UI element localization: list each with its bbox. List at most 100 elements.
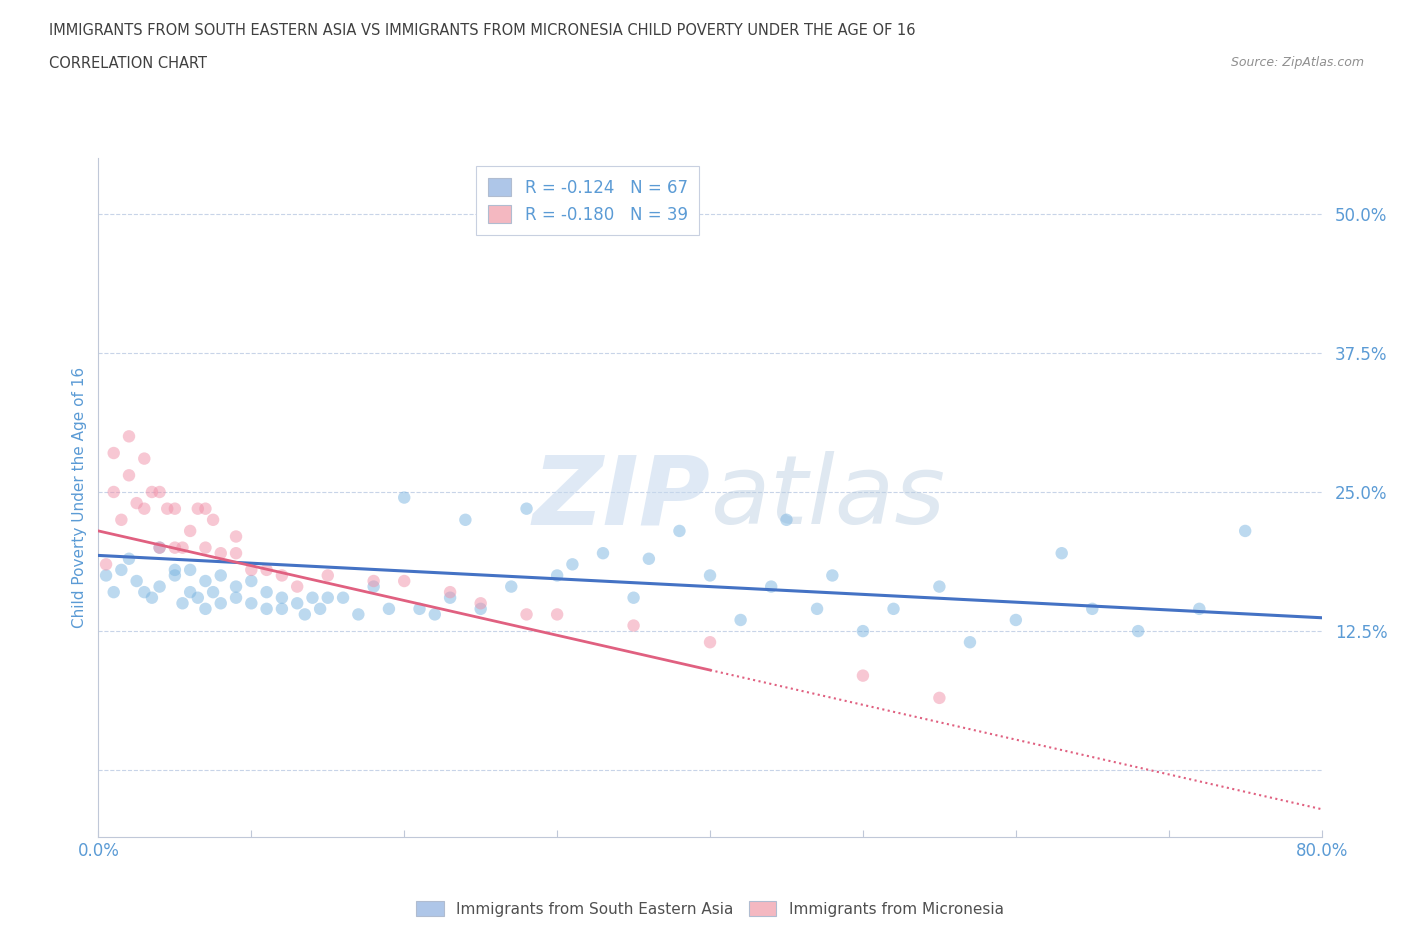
Text: IMMIGRANTS FROM SOUTH EASTERN ASIA VS IMMIGRANTS FROM MICRONESIA CHILD POVERTY U: IMMIGRANTS FROM SOUTH EASTERN ASIA VS IM… <box>49 23 915 38</box>
Point <box>141 591 163 605</box>
Point <box>668 524 690 538</box>
Point <box>852 624 875 639</box>
Point <box>194 501 217 516</box>
Text: Source: ZipAtlas.com: Source: ZipAtlas.com <box>1230 56 1364 69</box>
Point <box>134 585 156 600</box>
Point <box>209 568 232 583</box>
Point <box>149 485 172 499</box>
Point <box>363 574 385 589</box>
Point <box>392 490 416 505</box>
Point <box>172 596 194 611</box>
Point <box>408 602 430 617</box>
Point <box>163 568 186 583</box>
Point <box>883 602 905 617</box>
Point <box>516 501 538 516</box>
Point <box>759 579 782 594</box>
Point <box>592 546 614 561</box>
Point <box>363 579 385 594</box>
Point <box>501 579 523 594</box>
Point <box>149 540 172 555</box>
Point <box>1050 546 1073 561</box>
Point <box>316 591 339 605</box>
Point <box>561 557 583 572</box>
Text: ZIP: ZIP <box>531 451 710 544</box>
Point <box>775 512 797 527</box>
Point <box>209 596 232 611</box>
Point <box>546 568 568 583</box>
Point <box>637 551 661 566</box>
Point <box>256 563 278 578</box>
Point <box>470 602 492 617</box>
Text: atlas: atlas <box>710 451 945 544</box>
Point <box>172 540 194 555</box>
Point <box>156 501 179 516</box>
Point <box>256 585 278 600</box>
Point <box>103 485 125 499</box>
Point <box>163 501 186 516</box>
Point <box>187 591 209 605</box>
Point <box>454 512 477 527</box>
Point <box>959 635 981 650</box>
Point <box>270 568 292 583</box>
Point <box>194 540 217 555</box>
Point <box>516 607 538 622</box>
Point <box>202 585 225 600</box>
Point <box>179 524 201 538</box>
Point <box>699 568 721 583</box>
Point <box>332 591 354 605</box>
Point <box>118 468 141 483</box>
Point <box>103 445 125 460</box>
Point <box>225 591 247 605</box>
Point <box>309 602 332 617</box>
Point <box>118 429 141 444</box>
Point <box>1004 613 1026 628</box>
Point <box>225 579 247 594</box>
Point <box>163 540 186 555</box>
Point <box>730 613 752 628</box>
Point <box>852 668 875 683</box>
Point <box>623 591 645 605</box>
Point <box>240 574 263 589</box>
Point <box>270 602 292 617</box>
Point <box>928 579 950 594</box>
Point <box>470 596 492 611</box>
Point <box>240 563 263 578</box>
Point <box>110 563 132 578</box>
Point <box>163 563 186 578</box>
Point <box>821 568 844 583</box>
Y-axis label: Child Poverty Under the Age of 16: Child Poverty Under the Age of 16 <box>72 367 87 628</box>
Point <box>699 635 721 650</box>
Text: CORRELATION CHART: CORRELATION CHART <box>49 56 207 71</box>
Point <box>347 607 370 622</box>
Point <box>179 563 201 578</box>
Point <box>209 546 232 561</box>
Point <box>1234 524 1257 538</box>
Point <box>1188 602 1211 617</box>
Point <box>423 607 446 622</box>
Point <box>806 602 828 617</box>
Point <box>225 529 247 544</box>
Point <box>149 579 172 594</box>
Point <box>270 591 292 605</box>
Point <box>240 596 263 611</box>
Point <box>623 618 645 633</box>
Point <box>194 574 217 589</box>
Point <box>392 574 416 589</box>
Legend: Immigrants from South Eastern Asia, Immigrants from Micronesia: Immigrants from South Eastern Asia, Immi… <box>409 894 1011 924</box>
Point <box>225 546 247 561</box>
Point <box>546 607 568 622</box>
Point <box>256 602 278 617</box>
Point <box>94 557 117 572</box>
Point <box>378 602 401 617</box>
Point <box>141 485 163 499</box>
Point <box>125 496 148 511</box>
Point <box>202 512 225 527</box>
Point <box>179 585 201 600</box>
Point <box>928 690 950 705</box>
Point <box>94 568 117 583</box>
Point <box>294 607 316 622</box>
Point <box>285 596 308 611</box>
Point <box>149 540 172 555</box>
Point <box>1081 602 1104 617</box>
Point <box>1128 624 1150 639</box>
